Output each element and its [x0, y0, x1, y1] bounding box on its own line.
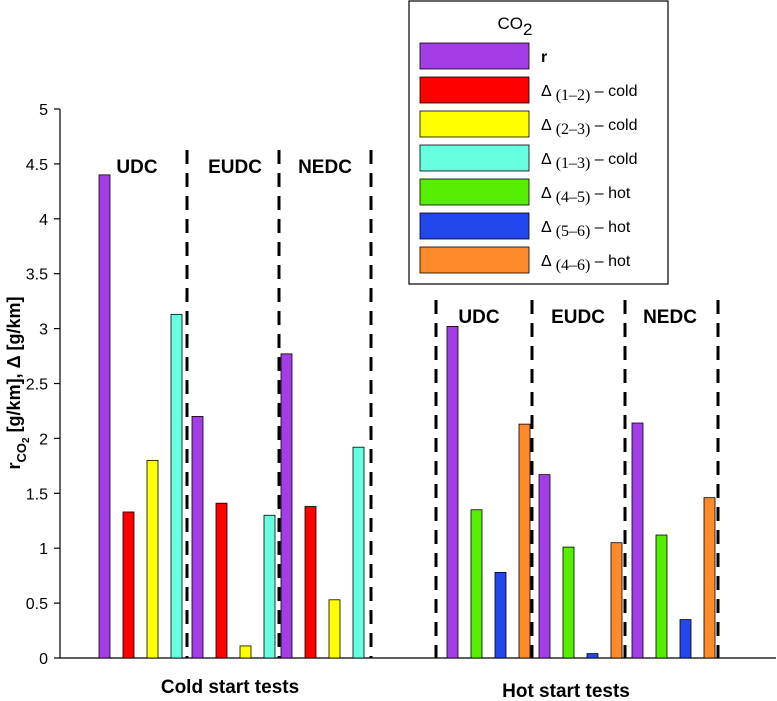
group-label: EUDC — [208, 157, 262, 178]
legend-label-suffix: – hot — [590, 185, 631, 202]
legend-swatch — [419, 144, 530, 172]
y-tick-label: 5 — [39, 102, 48, 119]
group-label: NEDC — [643, 307, 697, 328]
bar — [352, 446, 365, 659]
y-label-sub: CO — [14, 443, 29, 463]
section-labels: Cold start tests Hot start tests — [161, 677, 630, 701]
bar — [280, 353, 293, 659]
legend-label-main: Δ — [541, 117, 552, 134]
bar — [328, 599, 341, 659]
y-axis-label: rCO2 [g/km], Δ [g/km] — [4, 296, 32, 469]
legend-swatch — [419, 178, 530, 206]
group-label: EUDC — [551, 307, 605, 328]
legend-label: r — [541, 49, 547, 66]
y-axis-label-text: rCO2 [g/km], Δ [g/km] — [4, 296, 32, 469]
bar — [631, 422, 644, 659]
bar — [146, 459, 159, 659]
bar — [562, 546, 575, 659]
bar — [263, 514, 276, 659]
bar — [494, 571, 507, 659]
bar — [446, 326, 459, 659]
legend-label-sub: (1–3) — [552, 155, 591, 172]
y-tick-label: 3.5 — [26, 267, 48, 284]
group-label: UDC — [116, 157, 157, 178]
y-label-main: r — [4, 463, 24, 470]
bar — [703, 497, 716, 659]
legend-label-suffix: – cold — [590, 151, 637, 168]
bar — [679, 619, 692, 659]
group-label: UDC — [458, 307, 499, 328]
y-label-subsub: 2 — [21, 437, 32, 443]
legend-label-sub: (4–6) — [552, 257, 591, 274]
legend-label-suffix: – hot — [590, 219, 631, 236]
y-label-rest: [g/km], Δ [g/km] — [4, 296, 24, 437]
y-tick-label: 0.5 — [26, 596, 48, 613]
legend-label-main: Δ — [541, 219, 552, 236]
bar — [538, 474, 551, 659]
legend-label: Δ (4–5) – hot — [541, 185, 631, 206]
legend-label-sub: (1–2) — [552, 87, 591, 104]
section-label: Hot start tests — [502, 681, 630, 701]
y-tick-label: 2 — [39, 431, 48, 448]
legend-label: Δ (4–6) – hot — [541, 253, 631, 274]
bar — [655, 534, 668, 659]
section-label: Cold start tests — [161, 677, 299, 698]
bar — [239, 645, 252, 659]
legend-label: Δ (1–2) – cold — [541, 83, 637, 104]
legend-label-main: Δ — [541, 253, 552, 270]
y-tick-label: 3 — [39, 322, 48, 339]
legend-swatch — [419, 212, 530, 240]
y-tick-label: 2.5 — [26, 377, 48, 394]
bar — [98, 174, 111, 659]
legend-title-sub: 2 — [523, 20, 532, 39]
legend-title-main: CO — [498, 14, 524, 33]
legend-label: Δ (2–3) – cold — [541, 117, 637, 138]
legend-swatch — [419, 246, 530, 274]
group-labels: UDC EUDC NEDC UDC EUDC NEDC — [116, 157, 697, 328]
legend-label-sub: (5–6) — [552, 223, 591, 240]
legend-title: CO2 — [498, 14, 533, 39]
legend-label: Δ (1–3) – cold — [541, 151, 637, 172]
y-tick-label: 0 — [39, 651, 48, 668]
group-label: NEDC — [298, 157, 352, 178]
bar — [586, 653, 599, 659]
bar — [470, 509, 483, 659]
bar — [610, 542, 623, 659]
legend-label-sub: (4–5) — [552, 189, 591, 206]
y-tick-label: 4 — [39, 212, 48, 229]
legend-label-suffix: – cold — [590, 117, 637, 134]
bar — [215, 502, 228, 659]
bar — [304, 506, 317, 659]
legend-label-suffix: – cold — [590, 83, 637, 100]
legend-label-sub: (2–3) — [552, 121, 591, 138]
y-tick-label: 4.5 — [26, 157, 48, 174]
bars — [98, 174, 716, 659]
legend-label-main: r — [541, 49, 547, 66]
bar — [191, 416, 204, 659]
legend-label-suffix: – hot — [590, 253, 631, 270]
bar — [518, 423, 531, 659]
legend-swatch — [419, 110, 530, 138]
legend-swatch — [419, 76, 530, 104]
y-tick-label: 1 — [39, 541, 48, 558]
group-dividers — [185, 150, 720, 658]
bar — [170, 313, 183, 659]
legend-label-main: Δ — [541, 151, 552, 168]
y-tick-label: 1.5 — [26, 486, 48, 503]
legend-swatch — [419, 42, 530, 70]
legend-label-main: Δ — [541, 185, 552, 202]
legend-label: Δ (5–6) – hot — [541, 219, 631, 240]
legend-label-main: Δ — [541, 83, 552, 100]
bar — [122, 511, 135, 659]
